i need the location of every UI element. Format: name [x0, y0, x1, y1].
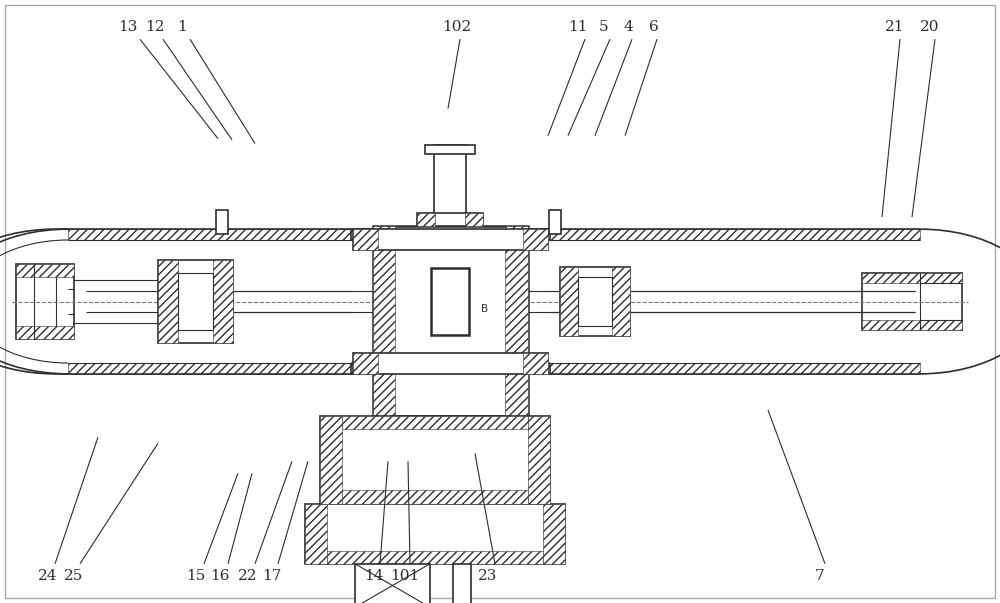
Text: 14: 14 — [364, 569, 384, 583]
Text: 101: 101 — [390, 569, 420, 583]
Text: 17: 17 — [262, 569, 282, 583]
Text: 24: 24 — [38, 569, 58, 583]
Text: 12: 12 — [145, 20, 165, 34]
Bar — [158, 260, 233, 343]
Bar — [213, 260, 233, 343]
Bar — [560, 267, 578, 336]
Text: 4: 4 — [623, 20, 633, 34]
Bar — [68, 229, 920, 240]
Bar — [216, 210, 228, 234]
Bar — [178, 273, 213, 330]
Bar — [431, 268, 469, 335]
Bar — [372, 226, 394, 416]
Text: 11: 11 — [568, 20, 588, 34]
Bar — [158, 260, 178, 343]
Bar — [862, 273, 962, 330]
Bar — [16, 264, 74, 339]
Bar — [425, 145, 475, 154]
Bar — [353, 353, 378, 374]
Bar — [353, 353, 548, 374]
Bar — [353, 229, 378, 250]
Bar — [417, 213, 435, 226]
Bar — [353, 229, 548, 250]
Text: 21: 21 — [885, 20, 905, 34]
Bar — [453, 564, 471, 603]
Text: 5: 5 — [599, 20, 609, 34]
Text: 13: 13 — [118, 20, 138, 34]
Text: 6: 6 — [649, 20, 659, 34]
Bar — [549, 210, 561, 234]
Bar — [342, 416, 528, 429]
Bar — [355, 564, 430, 603]
Text: 15: 15 — [186, 569, 206, 583]
Bar — [522, 353, 548, 374]
Text: 1: 1 — [177, 20, 187, 34]
Bar — [417, 213, 483, 226]
Bar — [612, 267, 630, 336]
Bar — [505, 226, 528, 416]
Bar — [327, 551, 543, 564]
Bar — [16, 326, 74, 339]
Bar — [543, 504, 565, 564]
Bar — [320, 416, 550, 504]
Bar — [434, 145, 466, 226]
Bar — [305, 504, 565, 564]
Text: B: B — [481, 304, 489, 314]
Bar — [372, 226, 528, 416]
Text: 20: 20 — [920, 20, 940, 34]
Bar — [522, 229, 548, 250]
Text: 23: 23 — [478, 569, 498, 583]
Bar — [560, 267, 630, 336]
Bar — [862, 320, 962, 330]
Bar — [320, 416, 342, 504]
Bar — [305, 504, 327, 564]
Bar — [16, 264, 74, 277]
Text: 22: 22 — [238, 569, 258, 583]
Bar — [578, 277, 612, 326]
Text: 102: 102 — [442, 20, 472, 34]
Bar — [528, 416, 550, 504]
Text: 7: 7 — [815, 569, 825, 583]
Bar — [862, 273, 962, 283]
Bar — [342, 490, 528, 504]
Text: 16: 16 — [210, 569, 230, 583]
Bar — [465, 213, 483, 226]
Bar — [68, 363, 920, 374]
Text: 25: 25 — [64, 569, 84, 583]
